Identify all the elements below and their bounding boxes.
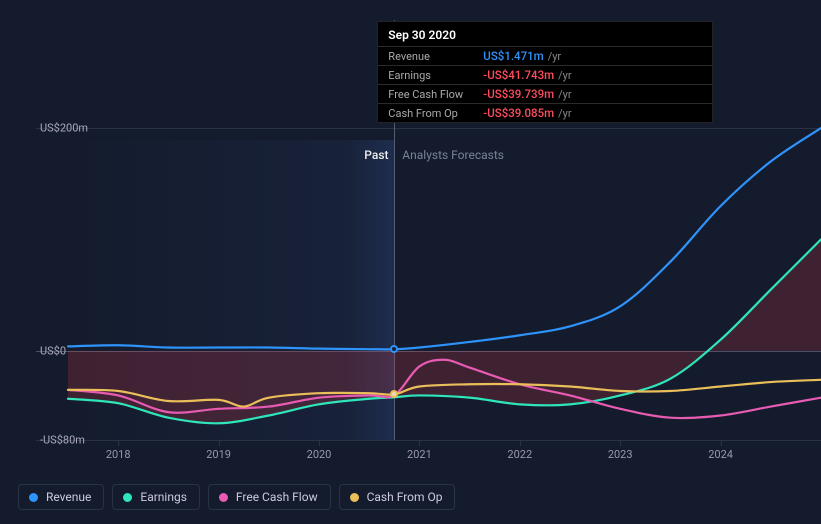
x-tick (319, 440, 320, 446)
legend-item-earnings[interactable]: Earnings (112, 484, 200, 510)
tooltip-row-unit: /yr (548, 50, 561, 63)
chart-legend: Revenue Earnings Free Cash Flow Cash From O… (18, 484, 455, 510)
x-axis-label: 2023 (608, 448, 633, 461)
legend-label: Free Cash Flow (236, 490, 318, 504)
tooltip-row-unit: /yr (558, 107, 571, 120)
x-tick (721, 440, 722, 446)
chart-tooltip: Sep 30 2020 RevenueUS$1.471m/yrEarnings-… (377, 21, 713, 123)
x-axis-label: 2022 (507, 448, 532, 461)
legend-item-free-cash-flow[interactable]: Free Cash Flow (208, 484, 331, 510)
x-axis-label: 2018 (106, 448, 131, 461)
legend-swatch (123, 493, 132, 502)
x-tick (219, 440, 220, 446)
tooltip-row-unit: /yr (558, 69, 571, 82)
tooltip-row-label: Earnings (388, 69, 483, 82)
legend-swatch (350, 493, 359, 502)
chart-plot[interactable] (68, 128, 821, 440)
legend-item-cash-from-op[interactable]: Cash From Op (339, 484, 456, 510)
tooltip-row-label: Revenue (388, 50, 483, 63)
legend-label: Revenue (46, 490, 91, 504)
tooltip-row-value: US$1.471m (483, 49, 543, 63)
tooltip-row: Earnings-US$41.743m/yr (378, 65, 712, 84)
y-gridline (36, 440, 821, 441)
x-tick (118, 440, 119, 446)
tooltip-row-value: -US$39.085m (483, 106, 554, 120)
tooltip-row: Cash From Op-US$39.085m/yr (378, 103, 712, 122)
x-tick (520, 440, 521, 446)
x-tick (419, 440, 420, 446)
y-axis-label: US$0 (40, 344, 66, 357)
x-tick (620, 440, 621, 446)
tooltip-date: Sep 30 2020 (378, 22, 712, 46)
cursor-marker-cfo (390, 390, 398, 398)
x-axis-label: 2021 (407, 448, 432, 461)
legend-label: Earnings (140, 490, 187, 504)
series-line-revenue (68, 128, 821, 349)
cursor-marker-revenue (390, 345, 398, 353)
tooltip-row-value: -US$39.739m (483, 87, 554, 101)
x-axis-label: 2019 (206, 448, 231, 461)
legend-item-revenue[interactable]: Revenue (18, 484, 104, 510)
x-axis-label: 2024 (708, 448, 733, 461)
legend-swatch (29, 493, 38, 502)
tooltip-row-label: Free Cash Flow (388, 88, 483, 101)
tooltip-row: RevenueUS$1.471m/yr (378, 46, 712, 65)
legend-swatch (219, 493, 228, 502)
tooltip-row-label: Cash From Op (388, 107, 483, 120)
tooltip-row-value: -US$41.743m (483, 68, 554, 82)
tooltip-row-unit: /yr (558, 88, 571, 101)
x-axis-label: 2020 (307, 448, 332, 461)
tooltip-row: Free Cash Flow-US$39.739m/yr (378, 84, 712, 103)
legend-label: Cash From Op (367, 490, 443, 504)
